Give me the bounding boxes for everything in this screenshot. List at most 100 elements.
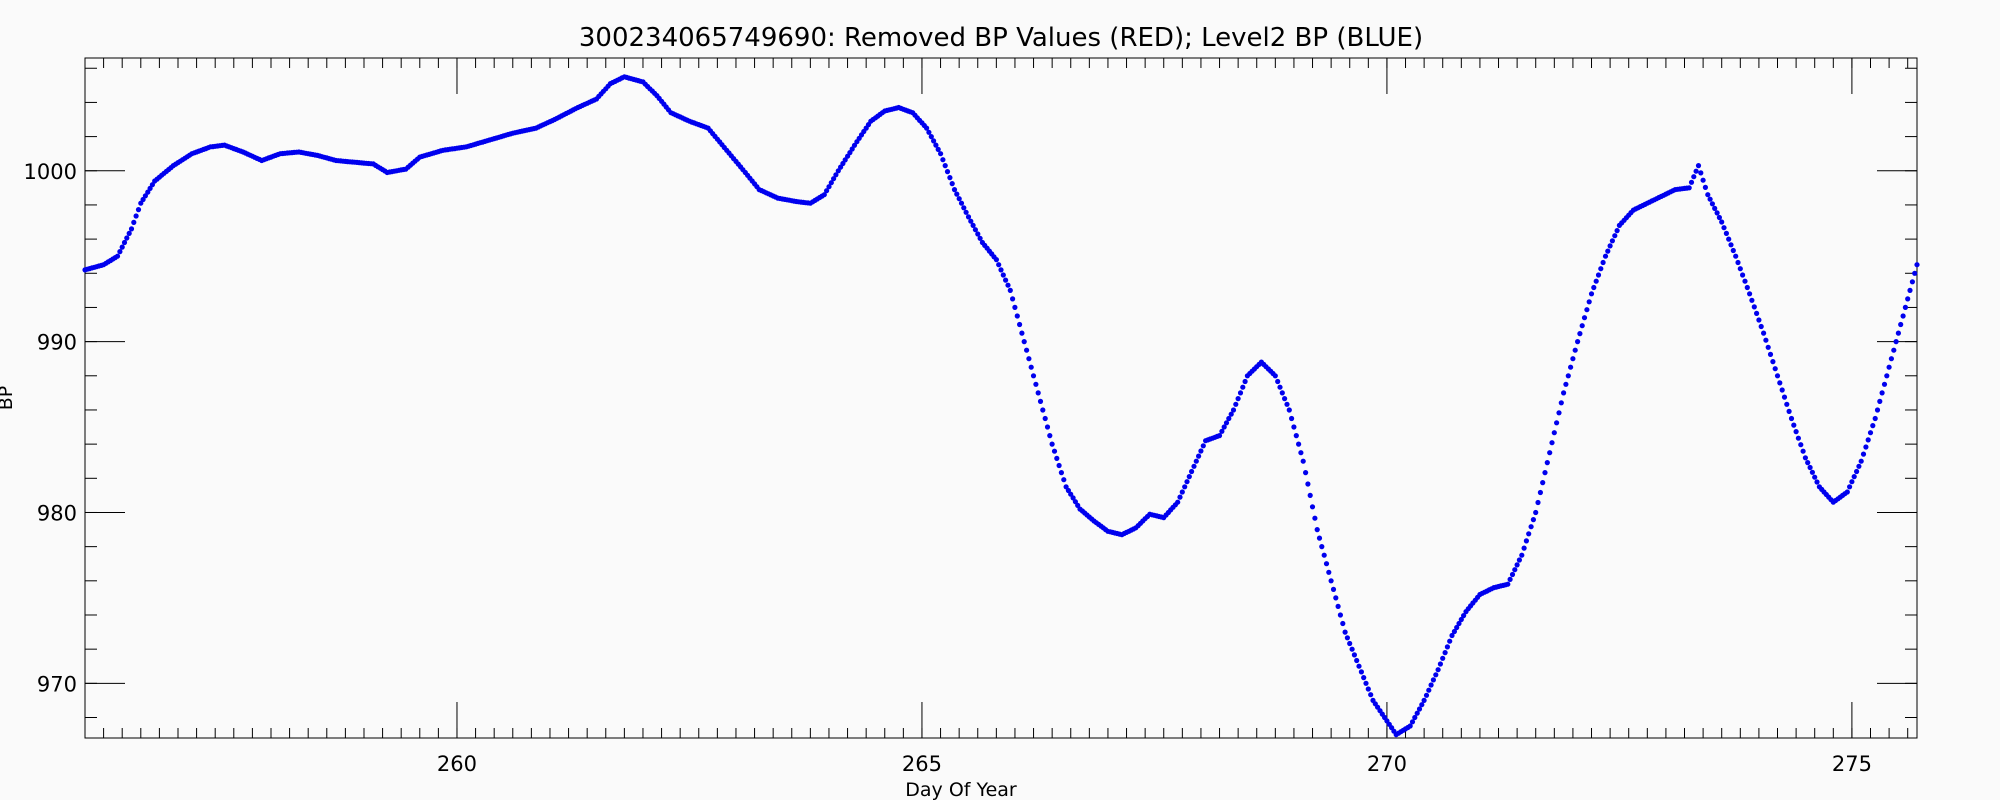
data-point bbox=[1586, 299, 1592, 305]
data-point bbox=[1019, 330, 1025, 336]
data-point bbox=[1233, 401, 1239, 407]
data-point bbox=[1761, 330, 1767, 336]
data-point bbox=[1693, 168, 1699, 174]
data-point bbox=[1461, 613, 1467, 619]
data-point bbox=[142, 193, 148, 199]
data-point bbox=[1565, 373, 1571, 379]
data-point bbox=[933, 142, 939, 148]
data-point bbox=[1800, 448, 1806, 454]
data-point bbox=[1588, 291, 1595, 297]
data-point bbox=[1303, 470, 1309, 476]
data-point bbox=[1349, 646, 1355, 652]
data-point bbox=[1421, 697, 1427, 704]
data-point bbox=[1428, 682, 1434, 688]
minor-ticks bbox=[84, 58, 1917, 738]
data-point bbox=[833, 172, 839, 178]
data-point bbox=[926, 129, 932, 135]
data-point bbox=[1758, 323, 1764, 330]
major-ticks bbox=[85, 58, 1917, 738]
data-point bbox=[1368, 692, 1374, 698]
data-point bbox=[961, 205, 967, 211]
data-point bbox=[114, 253, 121, 259]
data-point bbox=[1200, 443, 1206, 449]
data-point bbox=[954, 191, 960, 197]
data-point bbox=[1026, 356, 1032, 362]
data-point bbox=[1219, 428, 1225, 434]
data-point bbox=[1788, 415, 1795, 422]
data-point bbox=[1014, 313, 1020, 319]
data-point bbox=[1516, 557, 1522, 563]
data-point bbox=[1537, 489, 1543, 496]
data-point bbox=[1189, 468, 1195, 475]
data-point bbox=[1356, 663, 1362, 669]
data-point bbox=[1912, 270, 1918, 276]
data-point bbox=[1744, 284, 1750, 291]
data-point bbox=[1772, 366, 1778, 372]
data-point bbox=[1895, 330, 1901, 336]
data-point bbox=[1237, 390, 1244, 396]
data-point bbox=[1196, 453, 1202, 459]
data-point bbox=[1416, 706, 1423, 712]
data-point bbox=[1275, 378, 1281, 385]
data-point bbox=[1070, 495, 1076, 501]
data-point bbox=[1337, 612, 1343, 618]
data-point bbox=[1028, 364, 1034, 370]
data-point bbox=[1296, 441, 1302, 447]
data-point bbox=[1068, 491, 1074, 497]
data-point bbox=[1054, 455, 1060, 461]
chart-title: 300234065749690: Removed BP Values (RED)… bbox=[579, 23, 1423, 53]
data-point bbox=[1442, 650, 1448, 656]
data-point bbox=[1044, 424, 1051, 430]
data-point bbox=[1728, 242, 1734, 248]
data-point bbox=[1035, 390, 1041, 396]
data-point bbox=[1216, 433, 1223, 439]
data-point bbox=[1612, 233, 1618, 239]
data-point bbox=[1793, 429, 1799, 435]
data-point bbox=[1774, 373, 1781, 379]
data-point bbox=[1347, 640, 1353, 647]
data-point bbox=[1309, 504, 1316, 510]
data-point bbox=[1449, 632, 1455, 639]
data-point bbox=[1598, 266, 1604, 272]
data-point bbox=[1344, 635, 1350, 641]
data-point bbox=[1786, 408, 1792, 414]
data-point bbox=[1542, 470, 1548, 476]
data-point bbox=[1856, 463, 1862, 469]
data-point bbox=[1447, 638, 1453, 644]
data-point bbox=[1735, 259, 1741, 266]
data-point bbox=[1177, 494, 1183, 500]
data-point bbox=[935, 146, 941, 152]
data-point bbox=[133, 213, 139, 219]
data-point bbox=[1572, 347, 1578, 353]
data-point bbox=[1863, 444, 1869, 450]
tick-labels: 260 265 270 275 970 980 990 1000 bbox=[24, 160, 1872, 776]
data-point bbox=[1877, 398, 1883, 404]
data-point bbox=[1591, 284, 1597, 291]
data-point bbox=[1312, 515, 1318, 521]
data-point bbox=[1807, 464, 1813, 471]
y-tick-label: 980 bbox=[37, 501, 77, 525]
data-point bbox=[944, 169, 951, 175]
data-point bbox=[1365, 686, 1371, 692]
data-point bbox=[1342, 629, 1348, 635]
data-point bbox=[1730, 247, 1736, 254]
data-point bbox=[1575, 339, 1581, 345]
data-point bbox=[826, 184, 832, 190]
data-point bbox=[1042, 415, 1048, 422]
data-point bbox=[1907, 287, 1913, 293]
data-point bbox=[1024, 347, 1030, 353]
data-point bbox=[1423, 692, 1430, 698]
data-point bbox=[121, 239, 128, 246]
data-point bbox=[1409, 719, 1416, 725]
data-point bbox=[1328, 578, 1334, 584]
y-axis-title: BP bbox=[0, 386, 17, 411]
data-point bbox=[126, 230, 132, 236]
data-point bbox=[1609, 238, 1615, 244]
data-point bbox=[1733, 253, 1739, 259]
data-point bbox=[1065, 487, 1071, 494]
data-point bbox=[1849, 479, 1855, 485]
data-point bbox=[1179, 489, 1185, 495]
data-point bbox=[1891, 347, 1897, 353]
data-point bbox=[1905, 296, 1911, 302]
data-point bbox=[942, 163, 948, 169]
